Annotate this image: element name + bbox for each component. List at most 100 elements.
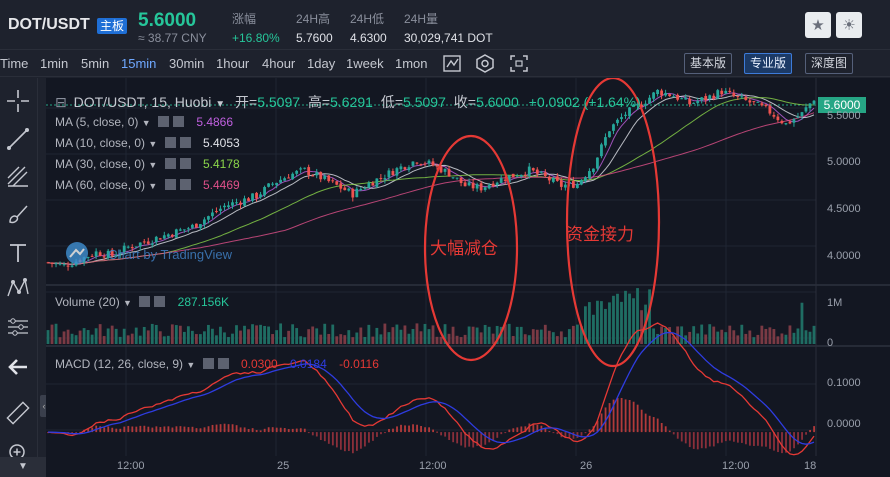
macd-histogram-bar xyxy=(380,432,382,435)
price-tick: 4.0000 xyxy=(827,250,861,262)
candle-body xyxy=(451,177,455,179)
volume-bar xyxy=(547,330,551,344)
volume-bar xyxy=(383,323,387,344)
macd-histogram-bar xyxy=(111,427,114,433)
ma-legend-60[interactable]: MA (60, close, 0) ▼ 5.4469 xyxy=(55,178,240,192)
close-icon[interactable] xyxy=(179,158,191,169)
candle-body xyxy=(223,205,226,208)
candle-body xyxy=(271,183,274,185)
candle-body xyxy=(66,265,70,267)
pro-version-button[interactable]: 专业版 xyxy=(744,53,793,74)
candle-body xyxy=(551,177,555,182)
annotation-capital-relay: 资金接力 xyxy=(566,225,634,244)
macd-histogram-bar xyxy=(275,427,278,433)
crosshair-icon[interactable] xyxy=(5,88,31,114)
settings-icon[interactable] xyxy=(202,358,214,369)
macd-histogram-bar xyxy=(368,432,370,443)
ma-legend-30[interactable]: MA (30, close, 0) ▼ 5.4178 xyxy=(55,157,240,171)
settings-icon[interactable] xyxy=(157,116,169,127)
volume-bar xyxy=(351,337,355,344)
close-icon[interactable] xyxy=(217,358,229,369)
ruler-icon[interactable] xyxy=(5,400,31,426)
candle-style-icon[interactable] xyxy=(441,53,463,74)
macd-histogram-bar xyxy=(231,424,234,433)
pattern-icon[interactable] xyxy=(5,276,31,302)
close-icon[interactable] xyxy=(172,116,184,127)
macd-legend[interactable]: MACD (12, 26, close, 9) ▼ 0.0300 0.0184 … xyxy=(55,357,379,371)
close-icon[interactable] xyxy=(179,179,191,190)
volume-bar xyxy=(760,325,764,344)
settings-icon[interactable] xyxy=(164,137,176,148)
volume-bar xyxy=(708,324,712,344)
timeframe-time[interactable]: Time xyxy=(0,56,29,71)
candle-body xyxy=(379,177,383,179)
macd-histogram-bar xyxy=(315,432,318,437)
macd-histogram-bar xyxy=(448,432,451,440)
candle-body xyxy=(435,165,439,167)
fib-icon[interactable] xyxy=(5,164,31,190)
measure-icon[interactable] xyxy=(5,314,31,340)
time-tick: 12:00 xyxy=(117,460,145,472)
timeframe-1mon[interactable]: 1mon xyxy=(395,56,428,71)
collapse-legend-icon[interactable]: ⊟ xyxy=(55,94,67,110)
macd-histogram-bar xyxy=(199,428,202,433)
candle-body xyxy=(632,104,635,106)
tradingview-logo xyxy=(66,242,88,264)
basic-version-button[interactable]: 基本版 xyxy=(684,53,733,74)
volume-bar xyxy=(355,332,359,344)
volume-bar xyxy=(70,333,74,344)
text-icon[interactable] xyxy=(5,240,31,266)
indicator-icon[interactable] xyxy=(474,53,496,74)
sun-icon[interactable]: ☀ xyxy=(836,12,862,38)
candle-body xyxy=(231,202,234,206)
macd-histogram-bar xyxy=(556,432,559,435)
collapse-handle-icon[interactable]: ‹ xyxy=(40,395,48,417)
stat-change-value: +16.80% xyxy=(232,31,280,45)
candle-body xyxy=(748,100,752,103)
candle-body xyxy=(303,167,307,169)
star-icon[interactable]: ★ xyxy=(805,12,831,38)
macd-histogram-bar xyxy=(119,428,122,433)
macd-histogram-bar xyxy=(420,425,422,433)
series-title[interactable]: DOT/USDT, 15, Huobi xyxy=(73,94,212,110)
ma-line-60 xyxy=(47,112,815,265)
depth-chart-button[interactable]: 深度图 xyxy=(805,53,854,74)
candle-body xyxy=(487,185,491,189)
close-icon[interactable] xyxy=(154,296,166,307)
timeframe-5min[interactable]: 5min xyxy=(81,56,110,71)
volume-bar xyxy=(523,334,527,344)
volume-bar xyxy=(247,329,250,344)
candle-body xyxy=(138,242,142,247)
volume-bar xyxy=(515,326,519,344)
macd-histogram-bar xyxy=(279,427,282,433)
settings-icon[interactable] xyxy=(164,158,176,169)
brush-icon[interactable] xyxy=(5,202,31,228)
candle-body xyxy=(98,252,102,257)
fullscreen-icon[interactable] xyxy=(508,53,530,74)
chevron-down-icon[interactable]: ▼ xyxy=(215,99,226,110)
settings-icon[interactable] xyxy=(139,296,151,307)
symbol-title[interactable]: DOT/USDT xyxy=(8,16,90,33)
back-arrow-icon[interactable] xyxy=(5,354,31,380)
timeframe-1min[interactable]: 1min xyxy=(40,56,69,71)
volume-bar xyxy=(323,323,327,344)
timeframe-1week[interactable]: 1week xyxy=(346,56,384,71)
ma-legend-10[interactable]: MA (10, close, 0) ▼ 5.4053 xyxy=(55,136,240,150)
timeframe-30min[interactable]: 30min xyxy=(169,56,205,71)
volume-bar xyxy=(531,329,535,344)
macd-histogram-bar xyxy=(660,422,663,433)
trendline-icon[interactable] xyxy=(5,126,31,152)
timeframe-1day[interactable]: 1day xyxy=(307,56,336,71)
timeframe-15min[interactable]: 15min xyxy=(121,56,157,71)
settings-icon[interactable] xyxy=(164,179,176,190)
chevron-down-icon[interactable]: ▼ xyxy=(0,457,46,477)
volume-bar xyxy=(186,326,190,344)
timeframe-1hour[interactable]: 1hour xyxy=(216,56,250,71)
candle-body xyxy=(391,171,395,176)
volume-legend[interactable]: Volume (20) ▼ 287.156K xyxy=(55,295,230,309)
ma-legend-5[interactable]: MA (5, close, 0) ▼ 5.4866 xyxy=(55,115,234,129)
close-icon[interactable] xyxy=(179,137,191,148)
timeframe-4hour[interactable]: 4hour xyxy=(262,56,296,71)
candle-body xyxy=(114,255,118,257)
volume-bar xyxy=(379,334,383,344)
